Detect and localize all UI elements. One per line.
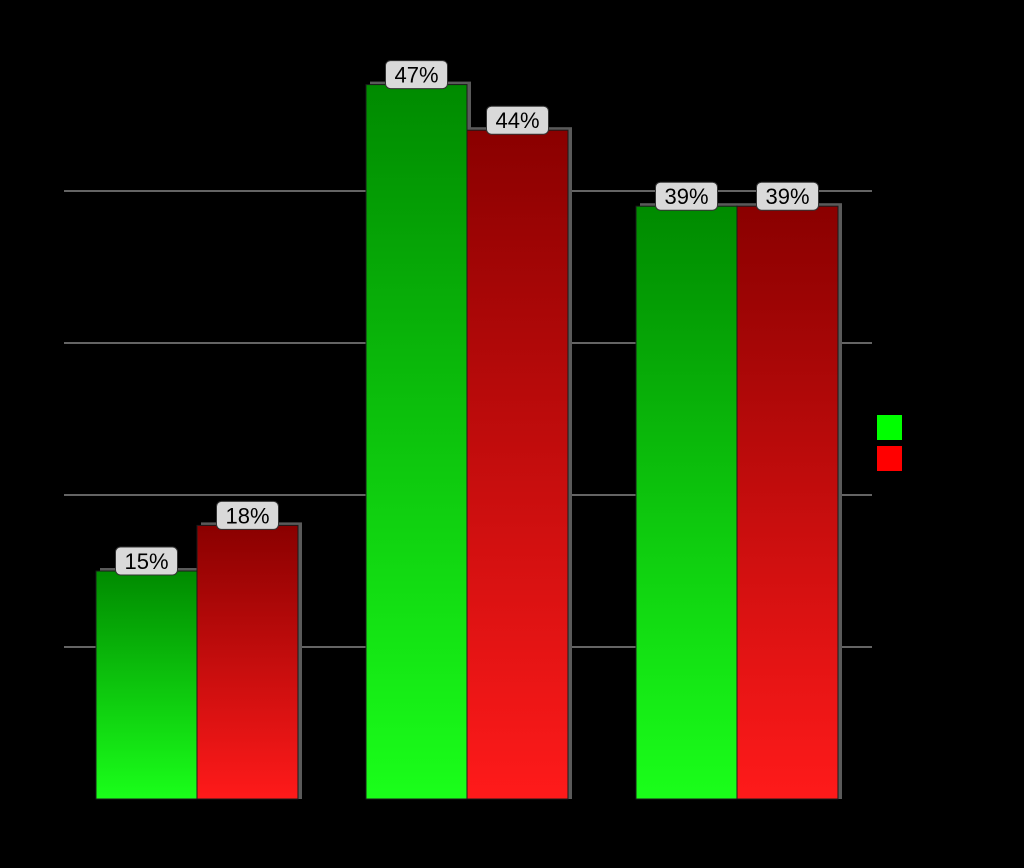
data-label: 44% [495,108,539,133]
legend [877,415,902,471]
bar-series-1-category-1 [95,570,198,800]
bar-series-2-category-2 [466,129,569,800]
legend-swatch-2 [877,446,902,471]
legend-swatch-1 [877,415,902,440]
bar-series-1-category-3 [635,205,738,800]
data-label-box [385,60,448,90]
data-label-box [115,546,178,576]
bar-series-1-category-2 [365,84,468,800]
data-label-box [756,181,819,211]
data-label: 18% [225,503,269,528]
data-labels: 15% 47% 39% 18% 44% 39% [115,60,819,576]
data-label-box [655,181,718,211]
data-label-box [216,500,279,530]
bars [95,81,842,800]
data-label: 39% [765,184,809,209]
data-label: 15% [124,549,168,574]
bar-series-2-category-3 [736,205,839,800]
data-label-box [486,105,549,135]
data-label: 47% [394,63,438,88]
bar-series-2-category-1 [196,524,299,800]
data-label: 39% [664,184,708,209]
